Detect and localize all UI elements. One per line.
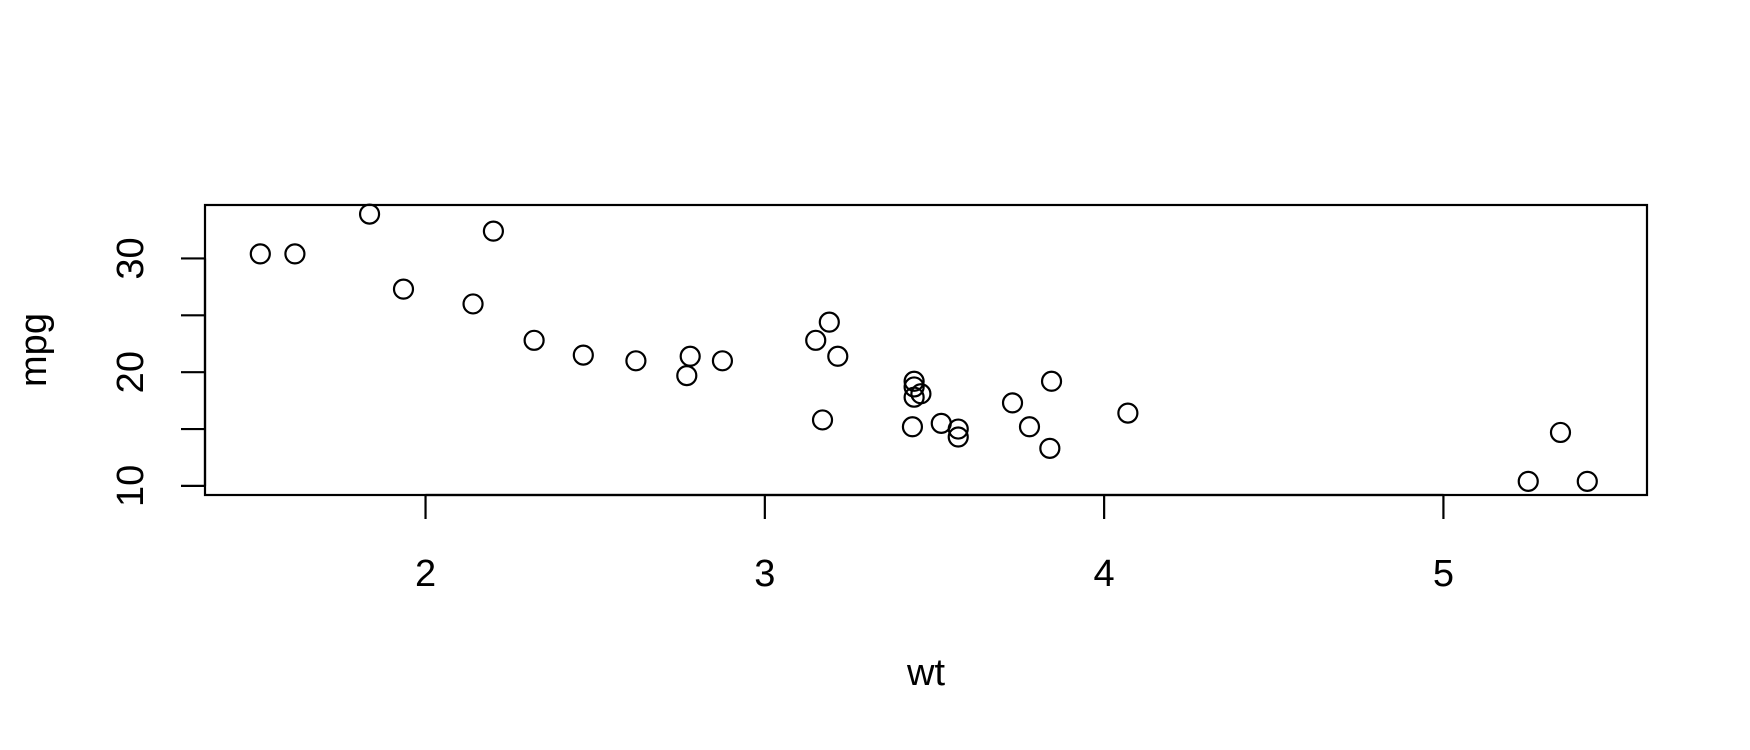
data-point [284,243,306,265]
x-tick-label: 3 [754,553,775,595]
data-points [249,203,1598,492]
data-point [249,243,271,265]
data-point [676,364,698,387]
data-point [903,376,925,398]
data-point [1576,470,1598,492]
data-point [827,345,849,367]
y-tick-label: 10 [110,465,152,507]
x-tick-label: 4 [1094,553,1115,595]
y-tick-label: 20 [110,351,152,393]
data-point [903,386,925,408]
y-axis: 10 20 30 [110,237,207,507]
data-point [358,203,381,225]
data-point [811,409,834,431]
data-point [947,426,969,448]
data-point [711,350,734,372]
data-point [679,345,701,367]
x-axis-label: wt [906,652,945,694]
data-point [818,311,840,333]
data-point [523,329,545,351]
data-point [947,418,969,440]
x-tick-label: 2 [415,553,436,595]
x-axis: 2 3 4 5 [415,493,1454,595]
data-point [1001,392,1024,414]
data-point [572,344,594,366]
data-point [903,370,925,392]
data-point [901,416,924,438]
data-point [1039,437,1061,459]
data-point [805,329,827,351]
data-point [1117,402,1139,424]
data-point [1040,370,1063,392]
data-point [1018,416,1041,438]
data-point [392,278,415,300]
data-point [462,293,484,315]
data-point [625,350,647,372]
y-tick-label: 30 [110,237,152,279]
data-point [1517,470,1539,492]
plot-frame [203,203,1649,497]
data-point [482,220,504,242]
x-tick-label: 5 [1433,553,1454,595]
data-point [1549,421,1572,444]
y-axis-label: mpg [13,313,55,387]
